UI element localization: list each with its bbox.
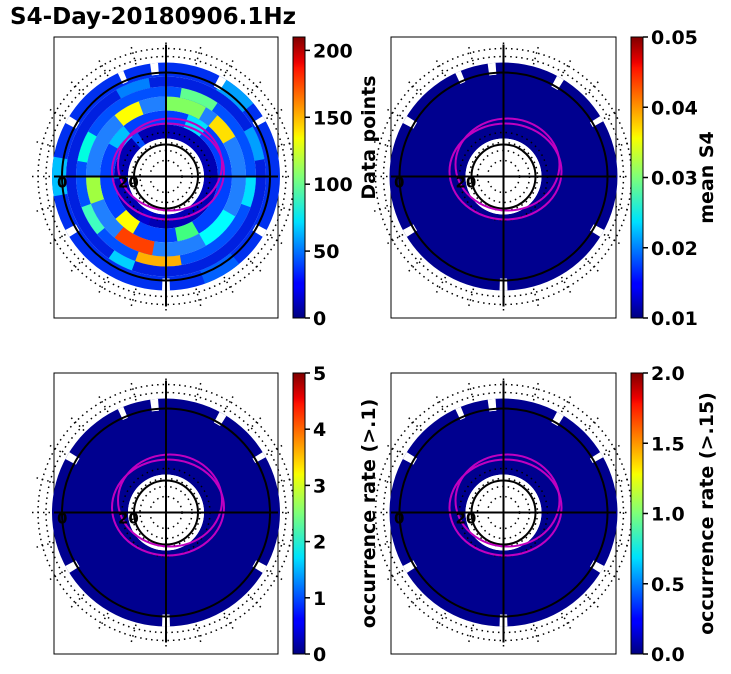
colorbar-label: Data points [358, 75, 380, 199]
colorbar-tick-label: 2 [313, 532, 326, 554]
colorbar-tick-label: 200 [313, 40, 353, 62]
sector-band-3-0 [179, 87, 218, 111]
contour-inner [117, 453, 223, 548]
colorbar-gradient [292, 372, 306, 655]
polar-label-20: 20 [118, 174, 139, 192]
panel-top-right: 0 20 0.01 0.02 0.03 0.04 0.05 mean S4 [369, 27, 718, 330]
polar-label-0: 0 [394, 510, 404, 528]
dotted-spoke-75 [615, 141, 634, 148]
colorbar-tick-label: 1.0 [651, 504, 685, 526]
polar-label-20: 20 [456, 174, 477, 192]
ring-all [51, 398, 280, 627]
colorbar-label: mean S4 [696, 131, 718, 224]
sector-band-2-3 [114, 227, 155, 256]
sector-band-1-1 [175, 221, 199, 242]
colorbar-tick-label: 0.03 [651, 168, 698, 190]
panel-bottom-right: 0 20 0.0 0.5 1.0 1.5 2.0 occurrence rate (>.15) [369, 363, 718, 666]
colorbar-tick-label: 0.05 [651, 27, 698, 49]
contour-inner [454, 453, 561, 548]
colorbar-tick-label: 0 [313, 308, 326, 330]
dotted-spoke-105 [615, 205, 634, 212]
sector-band-2-4 [86, 176, 104, 204]
colorbar-tick-label: 0.01 [651, 308, 698, 330]
dotted-spoke-75 [615, 477, 634, 484]
crosshair [54, 380, 278, 643]
sector-inner-ring-0 [136, 208, 154, 226]
magenta-contours [111, 453, 225, 557]
sector-band-4-1 [108, 250, 136, 271]
magenta-contours [448, 453, 563, 557]
sector-band-2-2 [199, 209, 236, 246]
colorbar-tick-label: 100 [313, 174, 353, 196]
ring-all [389, 62, 618, 291]
figure-title: S4-Day-20180906.1Hz [10, 4, 296, 30]
polar-label-20: 20 [456, 510, 477, 528]
colorbar-gradient [630, 36, 644, 319]
colorbar-label: occurrence rate (>.1) [358, 399, 380, 629]
colorbar-tick-label: 4 [313, 419, 326, 441]
contour-outer [448, 458, 563, 557]
ring-all [389, 398, 618, 627]
sector-band-3-3 [81, 203, 105, 235]
colorbar-tick-label: 0.04 [651, 97, 698, 119]
crosshair [391, 44, 616, 307]
colorbar: 0 1 2 3 4 5 occurrence rate (>.1) [292, 363, 380, 666]
dotted-spoke-285 [36, 477, 55, 484]
sector-band-3-4 [77, 131, 97, 163]
colorbar-tick-label: 0.02 [651, 238, 698, 260]
contour-inner [117, 117, 223, 212]
colorbar-tick-label: 1 [313, 588, 326, 610]
colorbar-tick-label: 5 [313, 363, 326, 385]
contour-outer [111, 122, 225, 221]
contour-inner [454, 117, 561, 212]
colorbar-gradient [292, 36, 306, 319]
panel-bottom-left: 0 20 0 1 2 3 4 5 occurrence rate (>.1) [32, 363, 380, 666]
sector-band-2-1 [208, 115, 236, 144]
sector-band-1-2 [115, 209, 140, 234]
colorbar-gradient [630, 372, 644, 655]
polar-label-0: 0 [57, 510, 67, 528]
polar-label-20: 20 [118, 510, 139, 528]
magenta-contours [448, 117, 563, 221]
colorbar-tick-label: 0 [313, 644, 326, 666]
sector-outer-ring-1 [200, 253, 240, 284]
colorbar-tick-label: 1.5 [651, 433, 685, 455]
sector-band-3-2 [135, 251, 182, 267]
colorbar-label: occurrence rate (>.15) [696, 392, 718, 635]
sector-band-1-3 [108, 125, 133, 151]
sector-band-2-5 [114, 101, 144, 126]
sector-band-4-2 [116, 78, 151, 99]
polar-label-0: 0 [394, 174, 404, 192]
contour-outer [111, 458, 225, 557]
colorbar-tick-label: 0.0 [651, 644, 685, 666]
sector-band-2-0 [166, 96, 206, 120]
colorbar-tick-label: 2.0 [651, 363, 685, 385]
colorbar: 0.01 0.02 0.03 0.04 0.05 mean S4 [630, 27, 718, 330]
sector-band-3-1 [241, 176, 256, 208]
colorbar-tick-label: 0.5 [651, 574, 685, 596]
crosshair [391, 380, 616, 643]
magenta-contours [111, 117, 225, 221]
sector-band-4-0 [243, 126, 265, 161]
heatmap-rings [389, 62, 618, 291]
polar-label-0: 0 [57, 174, 67, 192]
colorbar: 0.0 0.5 1.0 1.5 2.0 occurrence rate (>.15) [630, 363, 718, 666]
heatmap-rings [51, 62, 280, 291]
colorbar-tick-label: 50 [313, 241, 339, 263]
colorbar-tick-label: 150 [313, 107, 353, 129]
sector-outer-ring-0 [216, 77, 254, 113]
sector-inner-ring-2 [131, 132, 146, 149]
crosshair [54, 44, 278, 307]
contour-outer [448, 122, 563, 221]
dotted-spoke-285 [36, 141, 55, 148]
dotted-spoke-105 [615, 541, 634, 548]
colorbar-tick-label: 3 [313, 475, 326, 497]
